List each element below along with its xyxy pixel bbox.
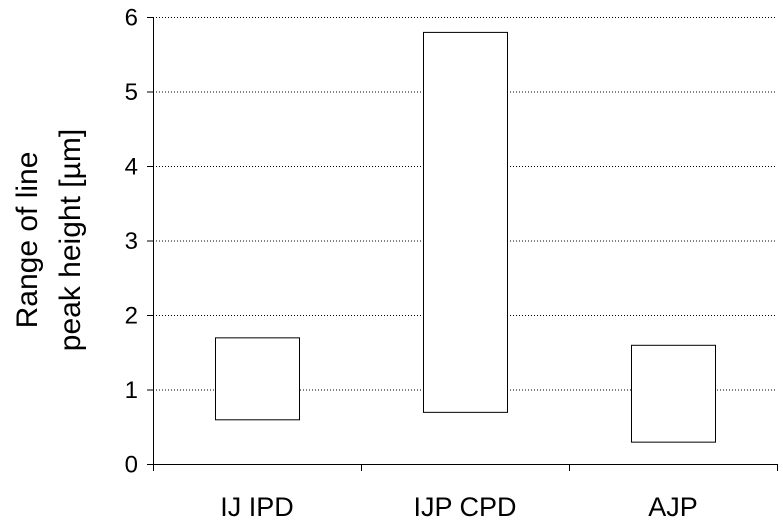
x-tick-labels: IJ IPD IJP CPD AJP: [220, 492, 698, 522]
x-tick-label-ij-ipd: IJ IPD: [220, 492, 294, 522]
bars: [215, 31, 716, 443]
x-tick-label-ajp: AJP: [648, 492, 698, 522]
axes: [147, 17, 778, 471]
y-axis-label-line-2: peak height [µm]: [54, 129, 87, 351]
y-tick-label-3: 3: [125, 228, 138, 255]
y-axis-label-line-1: Range of line: [11, 152, 44, 329]
bar-ajp: [631, 344, 716, 443]
y-tick-labels: 0 1 2 3 4 5 6: [125, 5, 138, 479]
x-tick-label-ijp-cpd: IJP CPD: [413, 492, 516, 522]
y-tick-label-0: 0: [125, 452, 138, 479]
y-tick-label-1: 1: [125, 377, 138, 404]
y-axis-label: Range of line peak height [µm]: [11, 129, 87, 351]
y-tick-label-6: 6: [125, 5, 138, 32]
y-tick-label-5: 5: [125, 79, 138, 106]
bar-ijp-cpd: [423, 31, 508, 413]
y-tick-label-2: 2: [125, 303, 138, 330]
bar-ij-ipd: [215, 337, 300, 421]
y-tick-label-4: 4: [125, 154, 138, 181]
